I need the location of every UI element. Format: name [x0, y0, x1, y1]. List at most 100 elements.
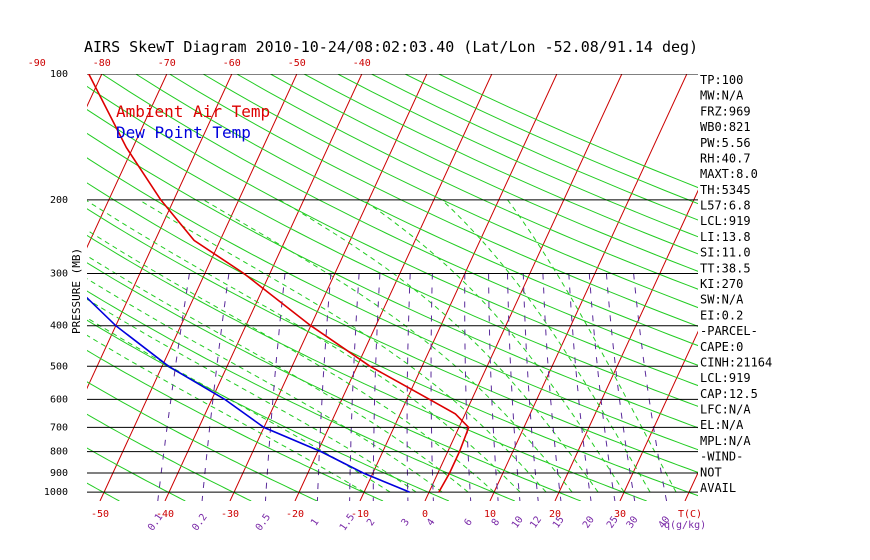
bottom-temp-tick-label: 0: [422, 509, 428, 520]
dry-adiabat-line: [404, 74, 698, 205]
moist-adiabat-line: [87, 200, 521, 493]
stability-index-item: L57:6.8: [700, 199, 751, 213]
bottom-temp-tick-label: 30: [614, 509, 626, 520]
moist-adiabat-line: [279, 199, 599, 493]
mixing-ratio-tick-label: 3: [400, 517, 412, 528]
stability-index-item: LFC:N/A: [700, 403, 751, 417]
dry-adiabat-line: [87, 349, 384, 501]
stability-index-item: KI:270: [700, 277, 743, 291]
mixing-ratio-tick-label: 10: [510, 514, 526, 530]
mixing-ratio-line: [372, 273, 381, 501]
plot-series: [87, 74, 470, 493]
legend: Ambient Air Temp Dew Point Temp: [116, 102, 270, 142]
pressure-tick-label: 300: [50, 269, 68, 280]
dry-adiabat-line: [87, 447, 186, 501]
pressure-tick-label: 600: [50, 394, 68, 405]
dry-adiabat-line: [270, 74, 698, 272]
mixing-ratio-tick-label: 0.5: [254, 512, 273, 533]
mixing-ratio-tick-label: 12: [528, 514, 544, 530]
isotherm-line: [294, 74, 493, 501]
y-axis-label: PRESSURE (MB): [70, 248, 83, 334]
mixing-ratio-tick-label: 20: [581, 514, 597, 530]
dry-adiabat-line: [87, 234, 647, 501]
mixing-ratio-tick-label: 4: [425, 517, 437, 528]
stability-index-item: CAPE:0: [700, 340, 743, 354]
pressure-tick-label: 1000: [44, 487, 68, 498]
pressure-tick-label: 100: [50, 69, 68, 80]
stability-index-item: SI:11.0: [700, 246, 751, 260]
isotherm-line: [619, 330, 698, 501]
dry-adiabat-line: [87, 109, 698, 407]
dry-adiabat-line: [303, 74, 698, 255]
stability-index-item: LCL:919: [700, 214, 751, 228]
stability-index-item: PW:5.56: [700, 136, 751, 150]
stability-index-item: LI:13.8: [700, 230, 751, 244]
bottom-temp-tick-label: -50: [91, 509, 109, 520]
stability-index-item: EI:0.2: [700, 308, 743, 322]
pressure-tick-label: 800: [50, 447, 68, 458]
dry-adiabat-line: [135, 74, 698, 347]
stability-index-item: WB0:821: [700, 120, 751, 134]
legend-entry: Dew Point Temp: [116, 123, 251, 142]
bottom-temp-tick-label: 10: [484, 509, 496, 520]
top-temp-tick-label: -70: [158, 58, 176, 69]
bottom-temp-tick-label: -20: [286, 509, 304, 520]
isotherm-line: [554, 189, 698, 501]
mixing-ratio-axis-label: q(g/kg): [664, 520, 706, 531]
stability-index-item: -WIND-: [700, 450, 743, 464]
isotherm-line: [87, 74, 233, 390]
pressure-tick-label: 200: [50, 195, 68, 206]
isotherm-line: [0, 74, 37, 501]
chart-title: AIRS SkewT Diagram 2010-10-24/08:02:03.4…: [84, 38, 698, 56]
stability-index-item: CAP:12.5: [700, 387, 758, 401]
isotherm-line: [489, 74, 688, 501]
isotherm-line: [229, 74, 428, 501]
bottom-temp-tick-label: -30: [221, 509, 239, 520]
pressure-tick-label: 500: [50, 361, 68, 372]
stability-index-item: -PARCEL-: [700, 324, 758, 338]
top-temp-tick-label: -80: [93, 58, 111, 69]
pressure-tick-label: 700: [50, 422, 68, 433]
mixing-ratio-tick-label: 30: [625, 514, 641, 530]
dry-adiabat-line: [236, 74, 698, 290]
moist-adiabat-line: [441, 199, 651, 493]
mixing-ratio-tick-label: 8: [490, 517, 502, 528]
isotherm-line: [87, 74, 103, 108]
pressure-tick-label: 900: [50, 468, 68, 479]
dry-adiabat-line: [371, 74, 698, 221]
stability-index-item: MAXT:8.0: [700, 167, 758, 181]
dry-adiabat-line: [87, 157, 698, 451]
stability-index-item: AVAIL: [700, 481, 736, 495]
moist-adiabat-line: [87, 298, 417, 493]
bottom-temp-ticks: -50 -40 -30 -20 -10 0 10 20 30: [91, 509, 626, 520]
top-temp-tick-label: -60: [223, 58, 241, 69]
mixing-ratio-tick-label: 2: [365, 517, 377, 528]
stability-index-item: CINH:21164: [700, 355, 772, 369]
bottom-temp-tick-label: 20: [549, 509, 561, 520]
isotherm-line: [99, 74, 298, 501]
dry-adiabat-line: [87, 85, 698, 387]
legend-entry: Ambient Air Temp: [116, 102, 270, 121]
dry-adiabat-line: [87, 290, 515, 501]
stability-index-item: TP:100: [700, 73, 743, 87]
mixing-ratio-tick-label: 0.2: [190, 512, 209, 533]
dry-adiabat-line: [87, 262, 581, 501]
pressure-tick-label: 400: [50, 321, 68, 332]
stability-index-item: TH:5345: [700, 183, 751, 197]
top-temp-tick-label: -40: [353, 58, 371, 69]
dry-adiabat-line: [101, 74, 698, 366]
mixing-ratio-tick-label: 1: [309, 517, 321, 528]
moist-adiabat-line: [87, 229, 495, 493]
dry-adiabat-line: [87, 132, 698, 429]
bottom-temp-tick-label: -10: [351, 509, 369, 520]
dry-adiabat-line: [87, 208, 698, 497]
moist-adiabat-line: [507, 199, 677, 493]
isotherm-line: [750, 74, 870, 501]
plot-grid: [0, 74, 870, 501]
mixing-ratio-tick-label: 6: [462, 517, 474, 528]
stability-index-item: MW:N/A: [700, 89, 744, 103]
top-temp-tick-label: -90: [28, 58, 46, 69]
isotherm-line: [424, 74, 623, 501]
